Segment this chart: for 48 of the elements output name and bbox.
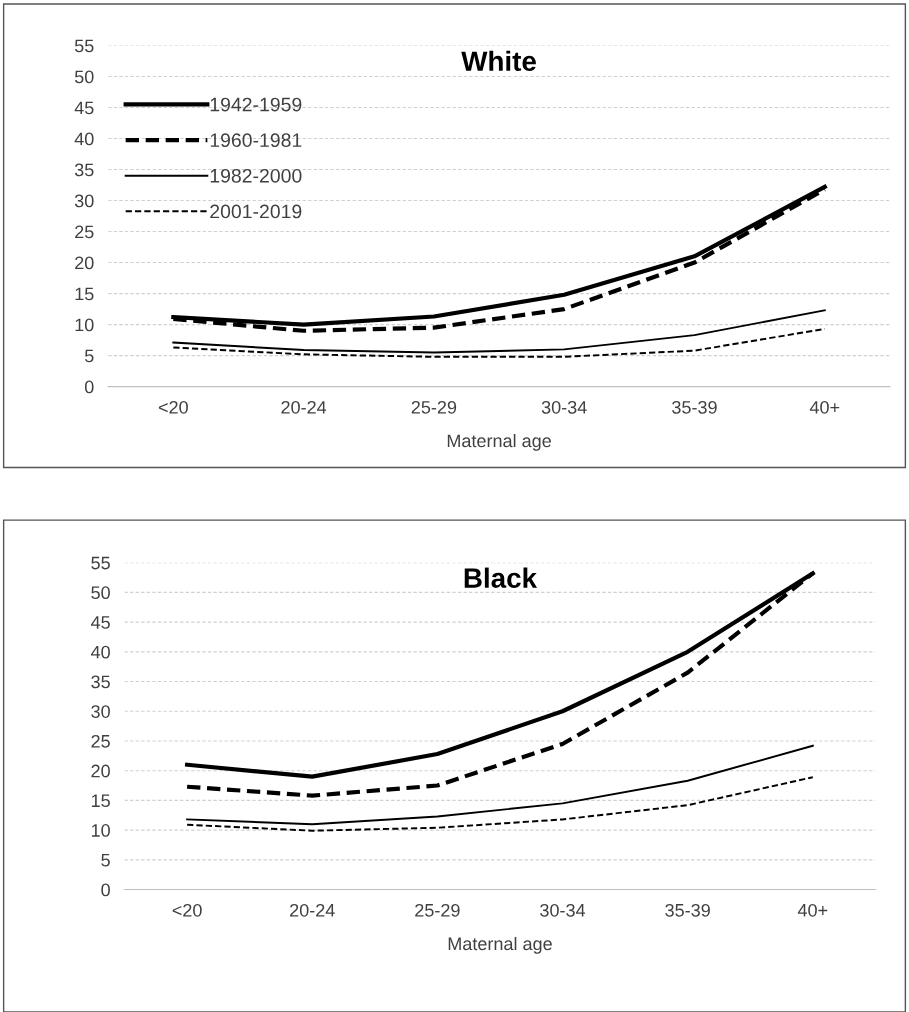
legend-label: 2001-2019	[210, 204, 302, 219]
line-series	[172, 327, 826, 358]
x-tick-label: 30-34	[540, 903, 586, 917]
y-tick-label: 20	[75, 256, 94, 270]
x-tick-label: 40+	[797, 903, 828, 917]
x-tick-label: 20-24	[281, 400, 327, 414]
y-tick-label: 25	[91, 734, 110, 748]
y-tick-label: 15	[91, 794, 110, 808]
x-tick-label: 35-39	[672, 400, 717, 414]
x-tick-label: 35-39	[665, 903, 710, 917]
chart-title: White	[461, 50, 536, 72]
legend-label: 1942-1959	[210, 97, 302, 112]
legend-label: 1982-2000	[210, 168, 302, 183]
y-tick-label: 0	[84, 380, 94, 394]
chart-title: Black	[464, 567, 538, 588]
y-tick-label: 50	[91, 586, 110, 600]
y-tick-label: 25	[75, 225, 94, 239]
y-tick-label: 10	[91, 824, 110, 837]
y-tick-label: 5	[101, 853, 110, 867]
x-tick-label: 25-29	[415, 903, 460, 917]
y-tick-label: 40	[90, 645, 110, 659]
y-tick-label: 5	[84, 349, 94, 363]
x-tick-label: <20	[158, 400, 188, 414]
x-tick-label: 40+	[809, 400, 840, 414]
x-tick-label: 20-24	[290, 903, 335, 917]
x-tick-label: 30-34	[541, 400, 587, 414]
x-tick-label: <20	[172, 903, 202, 917]
y-tick-label: 35	[74, 163, 94, 177]
line-series	[172, 309, 826, 354]
y-tick-label: 15	[75, 287, 94, 301]
y-tick-label: 45	[74, 101, 94, 115]
y-tick-label: 35	[91, 675, 110, 689]
y-tick-label: 20	[91, 764, 110, 778]
y-tick-label: 30	[74, 194, 94, 208]
line-series	[186, 776, 814, 832]
x-axis-title: Maternal age	[447, 433, 551, 451]
x-axis-title: Maternal age	[448, 936, 552, 954]
y-tick-label: 55	[74, 39, 94, 53]
y-tick-label: 40	[74, 132, 94, 146]
legend-label: 1960-1981	[210, 133, 302, 148]
y-tick-label: 10	[75, 318, 94, 332]
line-series	[186, 744, 814, 826]
y-tick-label: 30	[91, 705, 110, 718]
y-tick-label: 50	[74, 70, 94, 84]
y-tick-label: 0	[101, 883, 110, 897]
y-tick-label: 55	[91, 556, 110, 570]
x-tick-label: 25-29	[411, 400, 457, 414]
y-tick-label: 45	[90, 616, 110, 629]
